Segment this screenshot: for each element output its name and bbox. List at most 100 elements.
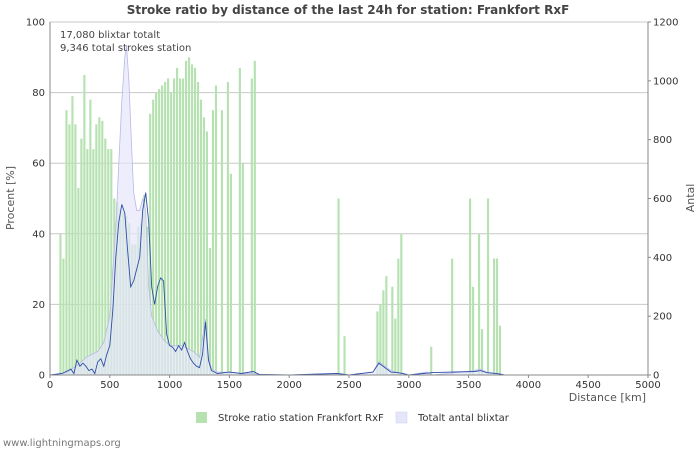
ratio-bar-1275 <box>202 117 206 375</box>
ratio-bar-300 <box>86 149 89 375</box>
legend-ratio-label: Stroke ratio station Frankfort RxF <box>218 413 384 424</box>
ratio-bar-2725 <box>376 311 379 375</box>
ratio-bar-450 <box>104 138 107 375</box>
x-tick-2500: 2500 <box>336 380 361 391</box>
ratio-bar-1475 <box>226 82 229 375</box>
x-tick-500: 500 <box>100 380 119 391</box>
ratio-bar-2800 <box>385 276 388 375</box>
ratio-bar-950 <box>164 82 167 375</box>
legend: Stroke ratio station Frankfort RxF Total… <box>196 411 510 424</box>
station-strokes-line <box>49 192 505 376</box>
y-left-tick-40: 40 <box>32 229 45 240</box>
ratio-bar-275 <box>83 74 86 375</box>
ratio-bar-250 <box>80 138 83 375</box>
x-tick-1000: 1000 <box>157 380 182 391</box>
x-tick-3500: 3500 <box>456 380 481 391</box>
ratio-bar-2450 <box>343 336 346 375</box>
ratio-bar-200 <box>74 124 77 376</box>
y-right-tick-0: 0 <box>653 371 659 382</box>
ratio-bar-2750 <box>379 304 382 375</box>
y-axis-right-label: Antal <box>684 184 697 213</box>
y-left-tick-80: 80 <box>32 88 45 99</box>
ratio-bar-1150 <box>187 57 191 376</box>
ratio-bar-3650 <box>486 198 490 375</box>
ratio-bar-1050 <box>175 67 179 375</box>
ratio-bar-2400 <box>337 198 340 375</box>
ratio-bar-125 <box>65 110 68 375</box>
ratio-bar-2925 <box>400 233 403 375</box>
ratio-bar-2775 <box>382 290 385 375</box>
ratio-bar-875 <box>155 92 158 375</box>
ratio-bar-75 <box>59 233 62 375</box>
y-axis-left-label: Procent [%] <box>4 166 17 230</box>
ratio-bar-1175 <box>190 64 194 376</box>
x-tick-2000: 2000 <box>276 380 301 391</box>
ratio-bar-1575 <box>238 67 241 375</box>
x-tick-0: 0 <box>47 380 53 391</box>
annotation-total: 17,080 blixtar totalt <box>60 30 160 41</box>
y-left-tick-0: 0 <box>39 371 45 382</box>
ratio-bar-1500 <box>229 173 232 375</box>
ratio-bar-1325 <box>208 247 212 375</box>
station-line <box>49 192 505 376</box>
x-tick-1500: 1500 <box>217 380 242 391</box>
y-left-tick-100: 100 <box>26 18 45 29</box>
ratio-bar-3350 <box>451 258 454 375</box>
ratio-bar-925 <box>161 85 164 375</box>
ratio-bar-500 <box>110 149 113 375</box>
ratio-bar-400 <box>98 117 101 375</box>
annotation-station: 9,346 total strokes station <box>60 43 191 54</box>
ratio-bar-100 <box>62 258 65 375</box>
ratio-bar-1225 <box>196 82 200 375</box>
footer-credit: www.lightningmaps.org <box>3 438 121 449</box>
x-tick-3000: 3000 <box>396 380 421 391</box>
ratio-bar-1025 <box>173 78 176 375</box>
legend-swatch-ratio <box>196 412 207 423</box>
ratio-bar-3600 <box>480 329 484 375</box>
ratio-bar-1250 <box>199 99 203 375</box>
ratio-bar-1600 <box>241 163 244 375</box>
legend-swatch-total <box>395 411 408 424</box>
ratio-bar-2850 <box>391 286 394 375</box>
ratio-bar-3175 <box>430 346 433 375</box>
ratio-bar-850 <box>152 99 155 375</box>
ratio-bar-1100 <box>181 78 185 375</box>
ratio-bar-3500 <box>469 198 472 375</box>
axes <box>49 21 651 378</box>
y-right-tick-1000: 1000 <box>653 76 678 87</box>
x-tick-5000: 5000 <box>635 380 660 391</box>
ratio-bar-975 <box>167 78 170 375</box>
ratio-bar-1425 <box>220 110 224 375</box>
ratio-bar-325 <box>89 99 92 375</box>
ratio-bar-2900 <box>397 258 400 375</box>
ratio-bar-1350 <box>211 110 215 375</box>
ratio-bar-1675 <box>250 78 253 375</box>
ratio-bar-1000 <box>170 92 173 375</box>
y-left-tick-60: 60 <box>32 159 45 170</box>
ratio-bar-425 <box>101 120 104 375</box>
ratio-bar-1200 <box>193 67 197 375</box>
ratio-bar-3700 <box>492 258 496 375</box>
ratio-bar-350 <box>92 149 95 375</box>
ratio-bar-225 <box>77 187 80 375</box>
ratio-bar-375 <box>95 124 98 376</box>
x-axis-label: Distance [km] <box>569 391 646 404</box>
y-right-tick-1200: 1200 <box>653 18 678 29</box>
ratio-bar-475 <box>107 149 110 375</box>
ratio-bar-1375 <box>214 85 218 375</box>
x-tick-4500: 4500 <box>575 380 600 391</box>
ratio-bar-900 <box>158 89 161 375</box>
ratio-bar-1700 <box>253 60 256 376</box>
y-right-tick-400: 400 <box>653 253 672 264</box>
y-left-tick-20: 20 <box>32 300 45 311</box>
chart-title: Stroke ratio by distance of the last 24h… <box>127 3 570 17</box>
ratio-bar-3525 <box>472 286 475 375</box>
ratio-bar-1075 <box>178 78 182 375</box>
ratio-bar-175 <box>71 96 74 375</box>
legend-total-label: Totalt antal blixtar <box>417 413 510 424</box>
ratio-bar-3750 <box>498 325 502 375</box>
ratio-bar-1300 <box>205 131 209 375</box>
ratio-bar-2875 <box>394 318 397 375</box>
